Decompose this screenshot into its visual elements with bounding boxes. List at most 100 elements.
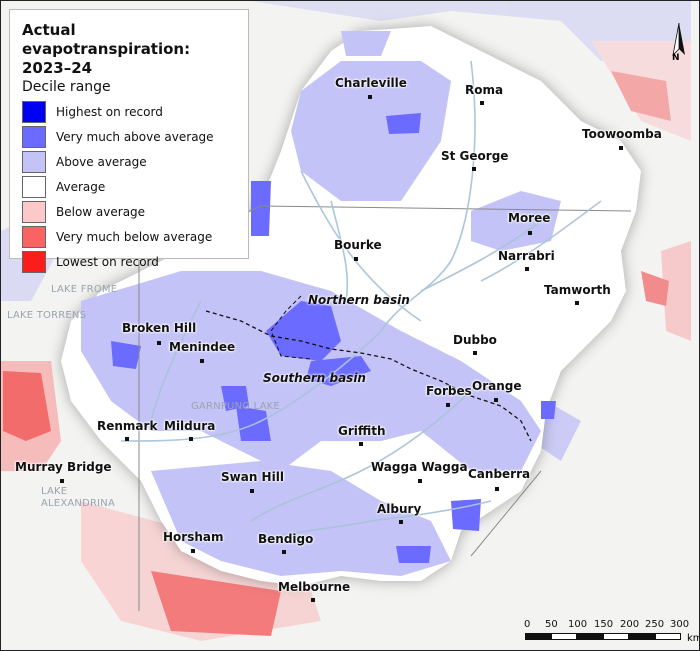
town-label-canberra: Canberra bbox=[468, 467, 531, 481]
legend-label: Highest on record bbox=[56, 104, 163, 119]
north-arrow-icon bbox=[672, 22, 685, 57]
town-label-moree: Moree bbox=[508, 211, 551, 225]
town-dot-menindee bbox=[200, 359, 204, 363]
town-label-charleville: Charleville bbox=[335, 76, 407, 90]
scale-tick-label: 300 bbox=[670, 619, 690, 630]
scale-segment bbox=[655, 633, 681, 640]
scale-tick-label: 250 bbox=[645, 619, 665, 630]
town-label-murray-bridge: Murray Bridge bbox=[15, 460, 112, 474]
town-label-menindee: Menindee bbox=[169, 340, 236, 354]
town-dot-dubbo bbox=[473, 351, 477, 355]
town-label-bourke: Bourke bbox=[334, 238, 382, 252]
town-dot-narrabri bbox=[525, 267, 529, 271]
town-dot-murray-bridge bbox=[60, 479, 64, 483]
town-dot-tamworth bbox=[575, 301, 579, 305]
scale-tick-label: 50 bbox=[545, 619, 558, 630]
town-dot-renmark bbox=[125, 437, 129, 441]
town-dot-swan-hill bbox=[250, 489, 254, 493]
town-dot-melbourne bbox=[311, 598, 315, 602]
legend-item-very-much-below-average: Very much below average bbox=[22, 224, 236, 249]
town-label-toowoomba: Toowoomba bbox=[582, 127, 662, 141]
town-label-dubbo: Dubbo bbox=[453, 333, 497, 347]
northern-basin-boundary bbox=[270, 295, 312, 360]
scale-tick-label: 200 bbox=[620, 619, 640, 630]
town-label-albury: Albury bbox=[377, 502, 422, 516]
town-dot-orange bbox=[494, 398, 498, 402]
scale-unit: km bbox=[687, 633, 699, 644]
town-dot-wagga-wagga bbox=[418, 479, 422, 483]
legend-subtitle: Decile range bbox=[22, 79, 111, 95]
town-label-roma: Roma bbox=[465, 83, 504, 97]
legend-item-lowest-on-record: Lowest on record bbox=[22, 249, 236, 274]
legend-swatch bbox=[22, 225, 46, 248]
town-label-st-george: St George bbox=[441, 149, 509, 163]
town-dot-mildura bbox=[189, 437, 193, 441]
legend-label: Average bbox=[56, 179, 106, 194]
legend-label: Below average bbox=[56, 204, 146, 219]
legend-item-below-average: Below average bbox=[22, 199, 236, 224]
legend-item-very-much-above-average: Very much above average bbox=[22, 124, 236, 149]
town-label-renmark: Renmark bbox=[97, 419, 158, 433]
legend-swatch bbox=[22, 250, 46, 273]
town-dot-bendigo bbox=[282, 550, 286, 554]
town-dot-roma bbox=[480, 101, 484, 105]
scale-tick-label: 150 bbox=[594, 619, 614, 630]
town-dot-bourke bbox=[354, 257, 358, 261]
town-label-wagga-wagga: Wagga Wagga bbox=[371, 460, 468, 474]
legend-swatch bbox=[22, 100, 46, 123]
legend-title: Actual evapotranspiration: 2023–24 bbox=[22, 21, 191, 77]
legend-label: Above average bbox=[56, 154, 147, 169]
scale-tick-label: 0 bbox=[524, 619, 531, 630]
town-dot-toowoomba bbox=[619, 146, 623, 150]
legend-item-above-average: Above average bbox=[22, 149, 236, 174]
town-label-swan-hill: Swan Hill bbox=[221, 470, 284, 484]
legend-item-average: Average bbox=[22, 174, 236, 199]
town-label-mildura: Mildura bbox=[164, 419, 216, 433]
rivers bbox=[120, 60, 602, 542]
legend-swatch bbox=[22, 150, 46, 173]
town-label-broken-hill: Broken Hill bbox=[122, 321, 197, 335]
town-label-bendigo: Bendigo bbox=[258, 532, 314, 546]
town-label-narrabri: Narrabri bbox=[498, 249, 555, 263]
town-label-tamworth: Tamworth bbox=[544, 283, 611, 297]
town-label-forbes: Forbes bbox=[426, 384, 472, 398]
town-label-orange: Orange bbox=[472, 379, 522, 393]
town-label-griffith: Griffith bbox=[338, 424, 386, 438]
very-much-above-average-regions bbox=[111, 113, 556, 563]
town-dot-horsham bbox=[191, 549, 195, 553]
lake-alexandrina-label: LAKE ALEXANDRINA bbox=[41, 486, 116, 509]
town-dot-broken-hill bbox=[157, 341, 161, 345]
scale-segment bbox=[577, 633, 603, 640]
southern-basin-label: Southern basin bbox=[263, 371, 366, 385]
scale-segment bbox=[629, 633, 655, 640]
town-dot-moree bbox=[528, 231, 532, 235]
legend-swatch bbox=[22, 175, 46, 198]
town-dot-st-george bbox=[472, 167, 476, 171]
legend-label: Very much above average bbox=[56, 129, 214, 144]
scale-segment bbox=[603, 633, 629, 640]
scale-tick-label: 100 bbox=[568, 619, 588, 630]
town-label-horsham: Horsham bbox=[163, 530, 224, 544]
town-dot-charleville bbox=[368, 95, 372, 99]
town-dot-griffith bbox=[359, 442, 363, 446]
legend-swatch bbox=[22, 200, 46, 223]
basin-divider bbox=[205, 310, 532, 442]
town-dot-forbes bbox=[446, 403, 450, 407]
garnpung-lake-label: GARNPUNG LAKE bbox=[191, 401, 280, 412]
legend-swatch bbox=[22, 125, 46, 148]
legend-label: Lowest on record bbox=[56, 254, 159, 269]
legend-label: Very much below average bbox=[56, 229, 213, 244]
legend-item-highest-on-record: Highest on record bbox=[22, 99, 236, 124]
scale-segment bbox=[525, 633, 551, 640]
town-label-melbourne: Melbourne bbox=[278, 580, 351, 594]
legend: Actual evapotranspiration: 2023–24 Decil… bbox=[9, 9, 249, 273]
northern-basin-label: Northern basin bbox=[308, 293, 410, 307]
town-dot-albury bbox=[399, 520, 403, 524]
scale-segment bbox=[551, 633, 577, 640]
lake-torrens-label: LAKE TORRENS bbox=[7, 310, 87, 321]
town-dot-canberra bbox=[495, 487, 499, 491]
north-label: N bbox=[672, 53, 680, 63]
scale-bar: 0 50 100 150 200 250 300 km bbox=[523, 619, 699, 645]
